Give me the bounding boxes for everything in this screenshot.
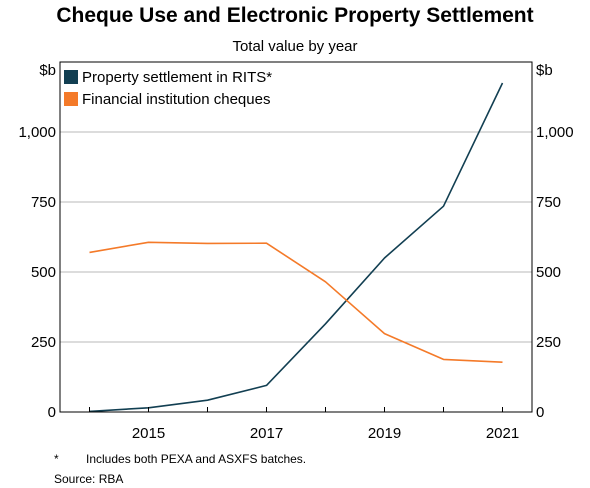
- legend-swatch-2: [64, 92, 78, 106]
- footnote-marker: *: [54, 452, 59, 466]
- y-tick-left: 1,000: [18, 124, 56, 141]
- y-tick-right: 1,000: [536, 124, 574, 141]
- y-tick-right: 250: [536, 334, 561, 351]
- y-unit-right: $b: [536, 62, 553, 79]
- line-chart: 2015 2017 2019 2021 0 0 250 250 500 500 750 750 1,0…: [18, 61, 574, 442]
- x-tick-label: 2021: [486, 425, 519, 442]
- y-ticks: 0 0 250 250 500 500 750 750 1,000 1,000 $b $b: [18, 62, 573, 421]
- legend-label-2: Financial institution cheques: [82, 91, 270, 108]
- legend-swatch-1: [64, 70, 78, 84]
- y-tick-left: 0: [48, 404, 56, 421]
- plot-frame: [59, 61, 533, 413]
- footnote-source: Source: RBA: [54, 472, 124, 486]
- y-tick-left: 250: [31, 334, 56, 351]
- y-tick-left: 750: [31, 194, 56, 211]
- x-tick-label: 2019: [368, 425, 401, 442]
- y-tick-right: 0: [536, 404, 544, 421]
- y-tick-right: 750: [536, 194, 561, 211]
- y-tick-left: 500: [31, 264, 56, 281]
- legend-label-1: Property settlement in RITS*: [82, 69, 272, 86]
- chart-subtitle: Total value by year: [232, 38, 358, 55]
- series-line-2: [89, 241, 503, 363]
- series-lines: [89, 82, 504, 413]
- x-tick-label: 2015: [132, 425, 165, 442]
- x-ticks: 2015 2017 2019 2021: [89, 407, 519, 442]
- y-tick-right: 500: [536, 264, 561, 281]
- gridlines: [60, 131, 532, 343]
- x-tick-label: 2017: [250, 425, 283, 442]
- legend: Property settlement in RITS* Financial in…: [64, 69, 272, 108]
- series-line-1: [89, 82, 504, 413]
- chart-title: Cheque Use and Electronic Property Settl…: [56, 4, 534, 27]
- footnote-note: Includes both PEXA and ASXFS batches.: [86, 452, 307, 466]
- y-unit-left: $b: [39, 62, 56, 79]
